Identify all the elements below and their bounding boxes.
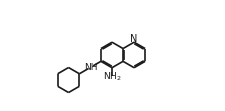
Text: NH: NH (84, 63, 98, 72)
Text: N: N (130, 34, 137, 44)
Text: NH$_2$: NH$_2$ (103, 71, 121, 83)
